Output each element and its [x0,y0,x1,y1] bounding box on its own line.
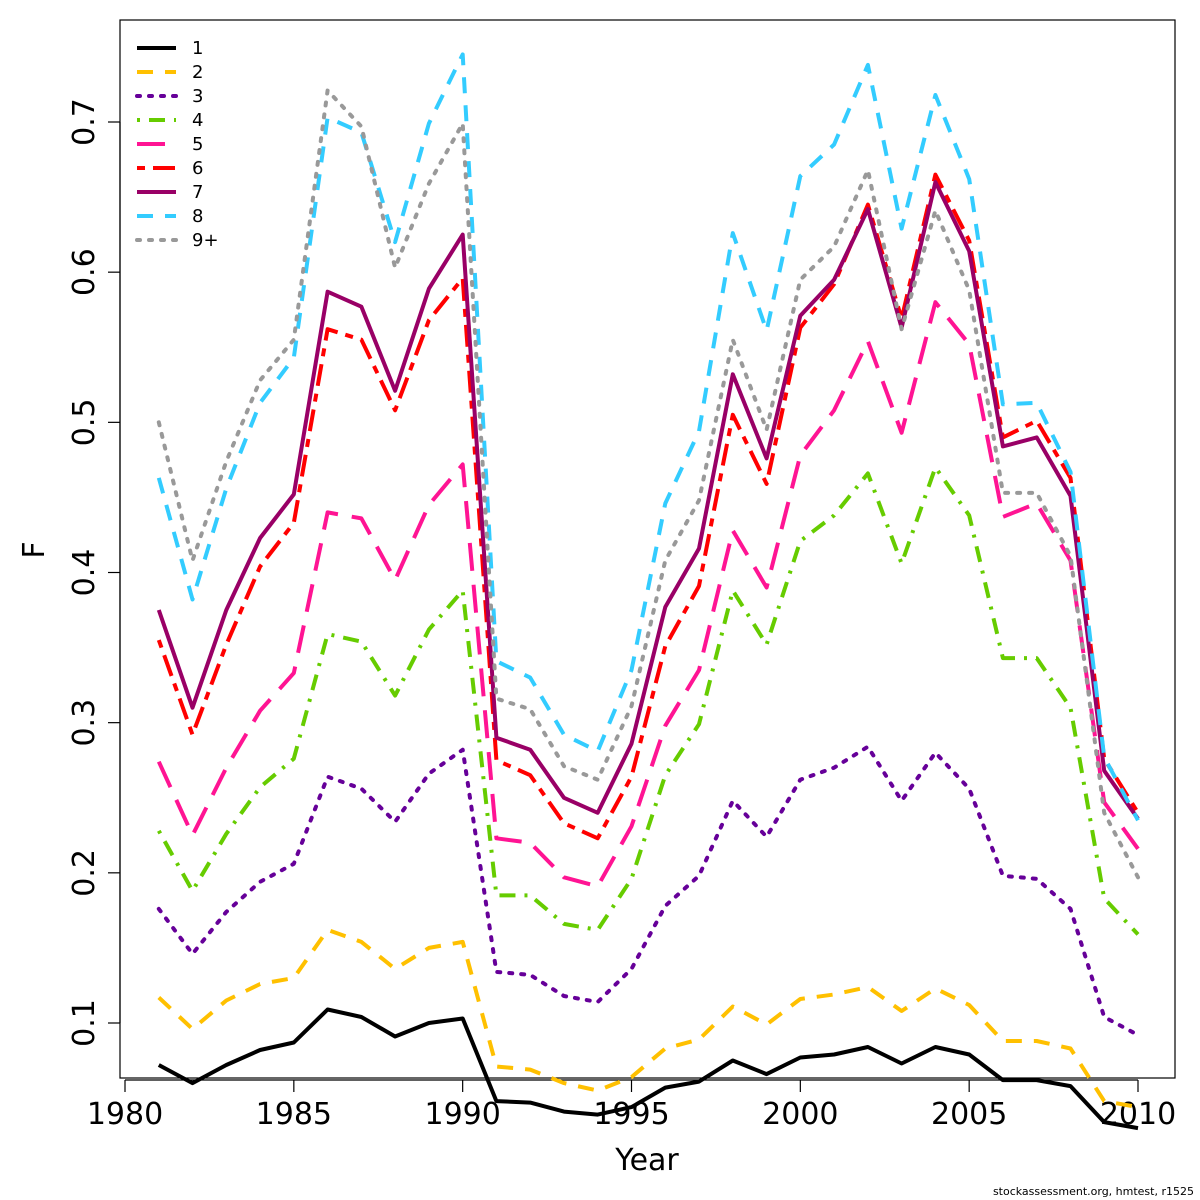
footer-credit: stockassessment.org, hmtest, r1525 [992,1185,1194,1198]
legend-label: 8 [192,206,203,227]
legend-label: 4 [192,110,203,131]
legend-label: 1 [192,38,203,59]
legend-label: 6 [192,158,203,179]
y-tick-label: 0.5 [67,398,102,446]
series-line-5 [156,300,1140,889]
series-line-2 [157,927,1139,1110]
y-tick-label: 0.3 [67,699,102,747]
legend-label: 9+ [192,230,219,251]
legend: 1 2 3 4 5 6 7 8 9+ [135,38,219,251]
x-axis: 1980 1985 1990 1995 2000 2005 2010 [87,1079,1176,1132]
y-axis: 0.1 0.2 0.3 0.4 0.5 0.6 0.7 [67,98,121,1047]
x-tick-label: 1980 [87,1097,163,1132]
x-axis-title: Year [614,1143,679,1178]
y-axis-title: F [17,541,52,558]
legend-label: 2 [192,62,203,83]
y-tick-label: 0.6 [67,248,102,296]
y-tick-label: 0.4 [67,549,102,597]
legend-label: 5 [192,134,203,155]
series-line-6 [156,172,1140,841]
legend-label: 3 [192,86,203,107]
series-line-7 [156,180,1140,820]
series-line-1 [157,1007,1139,1131]
y-tick-label: 0.7 [67,98,102,146]
series-line-4 [157,465,1140,936]
series-layer [156,52,1140,1131]
y-tick-label: 0.1 [67,999,102,1047]
x-tick-label: 1990 [424,1097,500,1132]
y-tick-label: 0.2 [67,849,102,897]
legend-label: 7 [192,182,203,203]
x-tick-label: 2000 [762,1097,838,1132]
series-line-8 [156,52,1140,822]
series-line-9plus [156,88,1140,880]
plot-frame [119,19,1176,1079]
x-tick-label: 1985 [256,1097,332,1132]
x-tick-label: 2005 [931,1097,1007,1132]
series-line-3 [156,744,1140,1037]
